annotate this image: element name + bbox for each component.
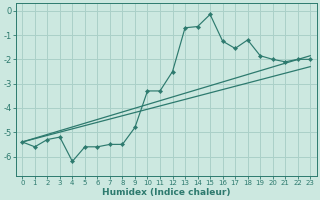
X-axis label: Humidex (Indice chaleur): Humidex (Indice chaleur) [102, 188, 230, 197]
